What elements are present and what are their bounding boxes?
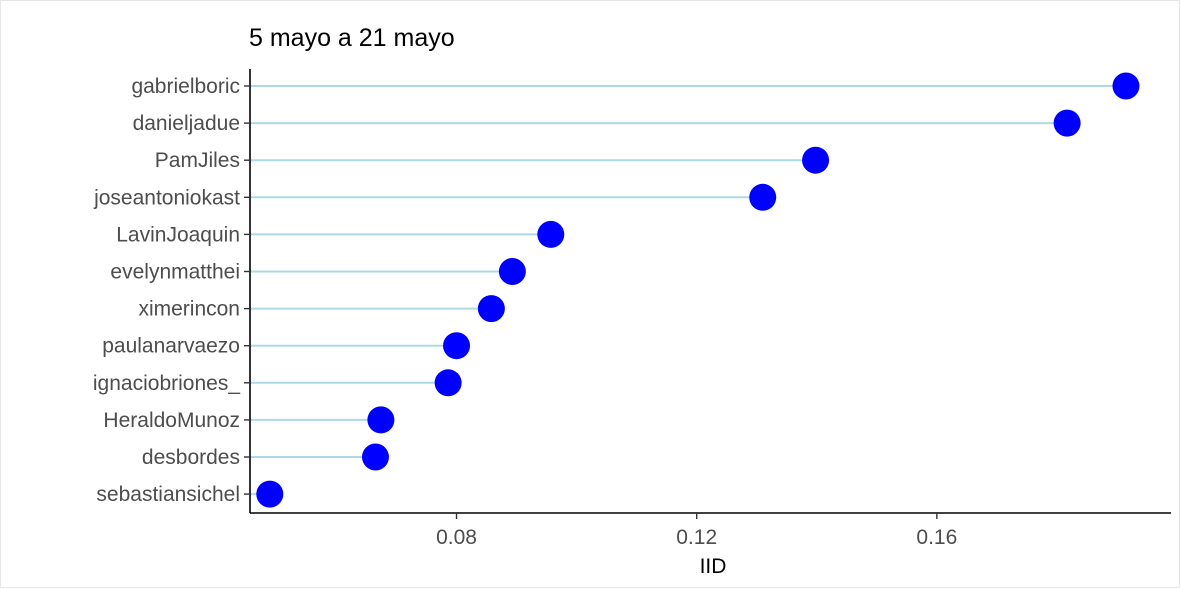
x-tick-label: 0.08 [436, 526, 477, 549]
point-PamJiles [802, 146, 830, 174]
y-tick-label: sebastiansichel [96, 483, 240, 506]
y-tick-label: gabrielboric [131, 75, 240, 98]
y-tick-label: desbordes [142, 446, 240, 469]
y-tick-label: HeraldoMunoz [103, 409, 240, 432]
y-tick-label: ximerincon [138, 298, 240, 321]
point-danieljadue [1053, 109, 1081, 137]
y-tick-label: danieljadue [133, 112, 240, 135]
point-LavinJoaquin [537, 220, 565, 248]
point-sebastiansichel [256, 480, 284, 508]
point-joseantoniokast [749, 183, 777, 211]
point-evelynmatthei [498, 258, 526, 285]
y-ticks-group: gabrielboric danieljadue PamJiles joseanton… [93, 75, 250, 506]
x-tick-label: 0.16 [916, 526, 957, 549]
points-group [256, 72, 1140, 508]
x-tick-label: 0.12 [676, 526, 717, 549]
point-paulanarvaezo [443, 332, 471, 360]
y-tick-label: paulanarvaezo [102, 335, 240, 358]
chart-title: 5 mayo a 21 mayo [249, 24, 455, 52]
y-tick-label: LavinJoaquin [116, 223, 240, 246]
x-axis-label: IID [700, 555, 727, 578]
point-gabrielboric [1112, 72, 1140, 100]
y-tick-label: evelynmatthei [110, 261, 240, 284]
y-tick-label: ignaciobriones_ [93, 372, 240, 395]
stems-group [250, 85, 1126, 496]
point-ximerincon [477, 295, 505, 323]
point-ignaciobriones_ [434, 369, 462, 397]
y-tick-label: joseantoniokast [93, 186, 240, 209]
x-ticks-group: 0.08 0.12 0.16 [436, 513, 957, 549]
y-tick-label: PamJiles [155, 149, 240, 172]
point-HeraldoMunoz [367, 406, 395, 434]
point-desbordes [361, 443, 389, 471]
